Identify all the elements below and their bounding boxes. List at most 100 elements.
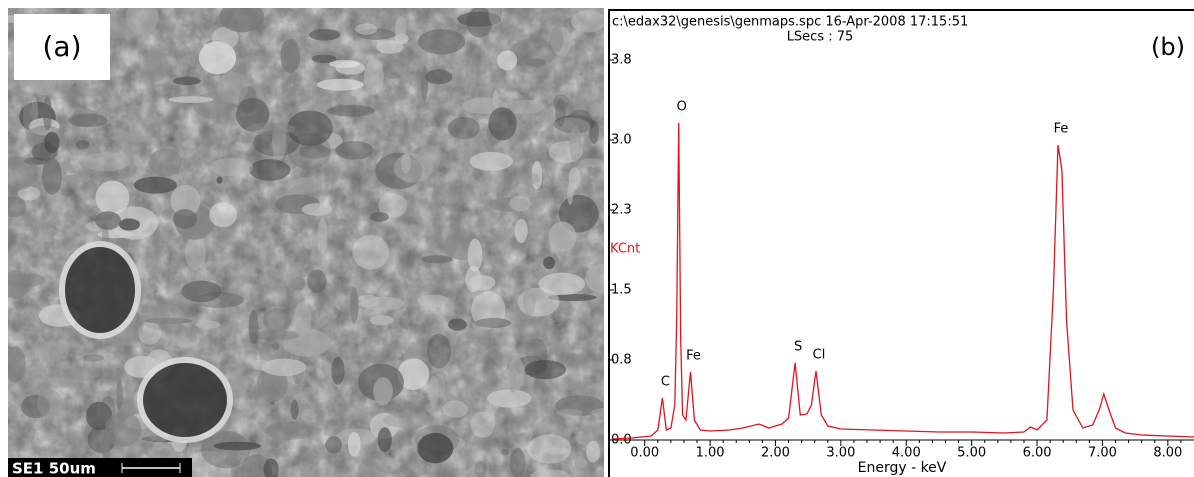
sem-grain bbox=[401, 152, 412, 174]
sem-grain bbox=[549, 27, 563, 53]
sem-grain bbox=[569, 109, 592, 127]
peak-label: Fe bbox=[686, 349, 701, 364]
sem-grain bbox=[513, 172, 541, 185]
sem-grain bbox=[307, 269, 327, 293]
sem-grain bbox=[509, 447, 526, 477]
peak-label: C bbox=[661, 375, 670, 390]
sem-grain bbox=[369, 211, 390, 222]
sem-grain bbox=[95, 211, 121, 230]
sem-grain bbox=[327, 104, 375, 117]
sem-grain bbox=[168, 96, 214, 103]
sem-grain bbox=[105, 411, 142, 447]
sem-grain bbox=[475, 318, 512, 328]
sem-grain bbox=[185, 235, 206, 271]
sem-grain bbox=[524, 360, 567, 380]
sem-grain bbox=[249, 159, 291, 181]
sem-grain bbox=[417, 29, 466, 55]
sem-grain bbox=[447, 116, 480, 140]
sem-grain bbox=[336, 95, 358, 105]
sem-grain bbox=[543, 256, 555, 270]
sem-grain bbox=[118, 218, 141, 231]
sem-grain bbox=[442, 400, 468, 418]
sem-grain bbox=[8, 270, 30, 299]
sem-grain bbox=[8, 196, 27, 218]
sem-grain bbox=[567, 181, 574, 205]
sem-grain bbox=[586, 440, 601, 463]
sem-grain bbox=[349, 287, 359, 324]
sem-grain bbox=[261, 358, 307, 376]
sem-grain bbox=[574, 457, 587, 469]
sem-grain bbox=[36, 389, 64, 418]
sem-grain bbox=[246, 122, 296, 135]
sem-grain bbox=[472, 167, 482, 180]
x-tick-label: 3.00 bbox=[826, 446, 855, 461]
sem-grain bbox=[425, 69, 453, 85]
sem-grain bbox=[61, 367, 98, 382]
sem-grain bbox=[417, 433, 454, 464]
x-tick-label: 7.00 bbox=[1088, 446, 1117, 461]
sem-grain bbox=[335, 61, 366, 75]
sem-grain bbox=[527, 434, 572, 464]
sem-grain bbox=[421, 255, 453, 264]
sem-grain bbox=[352, 234, 389, 270]
sem-grain bbox=[589, 120, 599, 145]
sem-grain bbox=[548, 221, 577, 252]
sem-grain bbox=[251, 359, 273, 371]
sem-grain bbox=[351, 21, 366, 31]
sem-grain bbox=[148, 148, 183, 177]
sem-grain bbox=[198, 41, 237, 75]
sem-grain bbox=[194, 292, 244, 309]
x-tick-label: 4.00 bbox=[892, 446, 921, 461]
sem-grain bbox=[211, 26, 239, 50]
sem-grain bbox=[496, 81, 526, 88]
sem-grain bbox=[265, 421, 313, 440]
sem-grain bbox=[37, 341, 70, 361]
sem-grain bbox=[172, 209, 198, 229]
sem-grain bbox=[509, 362, 516, 393]
sem-grain bbox=[216, 71, 249, 104]
sem-grain bbox=[23, 259, 31, 275]
sem-grain bbox=[488, 197, 530, 212]
sem-grain bbox=[81, 152, 130, 172]
sem-grain bbox=[509, 195, 531, 212]
spectrum-line bbox=[611, 122, 1194, 440]
sem-grain bbox=[579, 158, 604, 168]
sem-grain bbox=[538, 272, 586, 296]
sem-grain bbox=[23, 157, 48, 165]
sem-grain bbox=[8, 346, 26, 383]
sem-grain bbox=[290, 399, 299, 420]
sem-grain bbox=[83, 354, 104, 362]
sem-grain bbox=[428, 375, 439, 408]
sem-grain bbox=[263, 458, 279, 477]
sem-grain bbox=[125, 8, 159, 36]
sem-grain bbox=[235, 97, 270, 132]
sem-grain bbox=[209, 158, 254, 177]
sem-grain bbox=[369, 315, 394, 326]
sem-grain bbox=[490, 179, 497, 202]
sem-grain bbox=[283, 328, 331, 357]
sem-grain bbox=[504, 99, 545, 115]
sem-grain bbox=[31, 97, 39, 127]
sem-grain bbox=[474, 461, 487, 477]
sem-grain bbox=[331, 356, 345, 385]
sem-grain bbox=[37, 228, 44, 257]
sem-grain bbox=[523, 288, 536, 316]
sem-grain bbox=[376, 40, 404, 54]
sem-grain bbox=[487, 389, 532, 408]
sem-grain bbox=[301, 203, 333, 216]
sem-grain bbox=[555, 98, 566, 127]
sem-grain bbox=[183, 450, 232, 477]
sem-grain bbox=[360, 296, 405, 311]
sem-grain bbox=[44, 131, 60, 154]
sem-grain bbox=[555, 395, 604, 416]
subheader: LSecs : 75 bbox=[787, 30, 854, 45]
sem-grain bbox=[116, 378, 123, 410]
sem-grain bbox=[569, 126, 582, 162]
x-tick-label: 0.00 bbox=[630, 446, 659, 461]
sem-grain bbox=[518, 220, 558, 237]
y-tick-label: 0.0 bbox=[611, 433, 632, 448]
sem-grain bbox=[219, 8, 265, 33]
sem-grain bbox=[427, 333, 451, 369]
sem-grain bbox=[195, 320, 221, 329]
